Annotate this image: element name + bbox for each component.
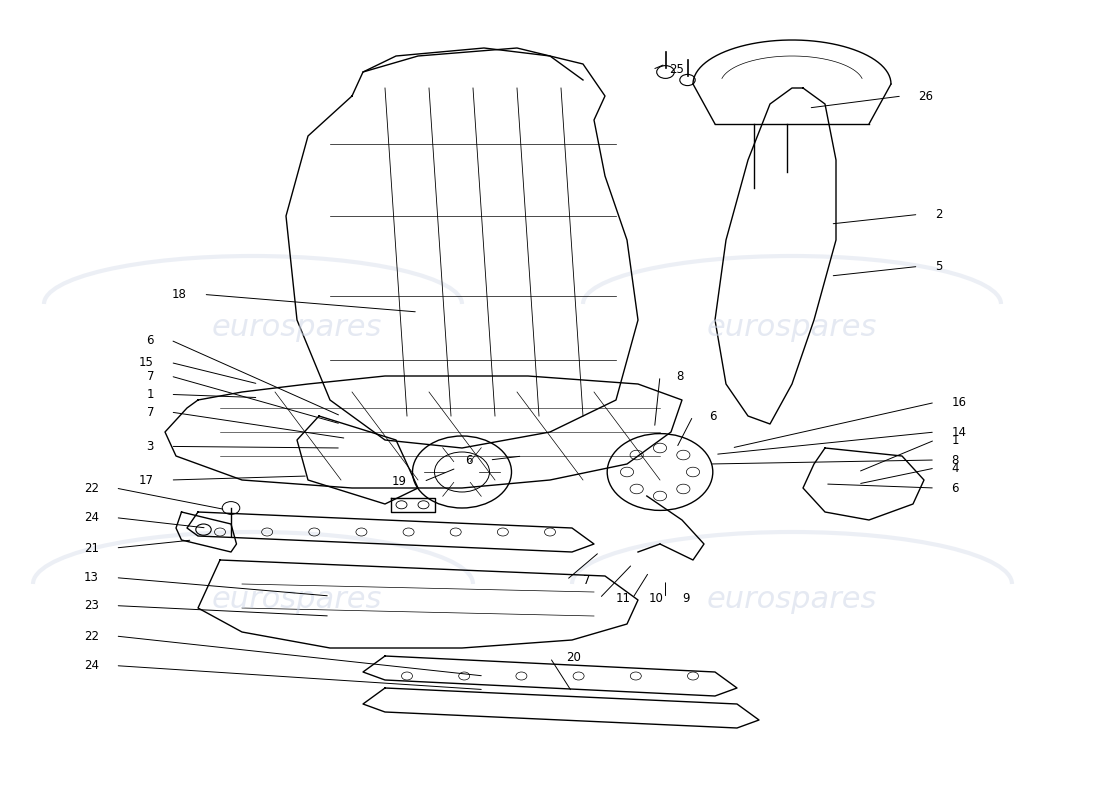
Text: 7: 7 xyxy=(583,574,591,586)
Text: 16: 16 xyxy=(952,396,967,409)
Text: 8: 8 xyxy=(952,454,959,466)
Text: 25: 25 xyxy=(669,63,684,76)
Text: 6: 6 xyxy=(952,482,959,494)
Text: eurospares: eurospares xyxy=(212,314,382,342)
Text: eurospares: eurospares xyxy=(707,586,877,614)
Text: 20: 20 xyxy=(566,651,582,664)
Text: 6: 6 xyxy=(465,454,473,466)
Text: 22: 22 xyxy=(84,482,99,494)
Text: 24: 24 xyxy=(84,659,99,672)
Text: 6: 6 xyxy=(146,334,154,346)
Text: 8: 8 xyxy=(676,370,684,382)
Text: 5: 5 xyxy=(935,260,943,273)
Text: 3: 3 xyxy=(146,440,154,453)
Text: 1: 1 xyxy=(952,434,959,446)
Text: 18: 18 xyxy=(172,288,187,301)
Text: eurospares: eurospares xyxy=(707,314,877,342)
Text: 23: 23 xyxy=(84,599,99,612)
Text: 11: 11 xyxy=(616,592,631,605)
Text: 24: 24 xyxy=(84,511,99,524)
Text: 21: 21 xyxy=(84,542,99,554)
Text: 9: 9 xyxy=(682,592,690,605)
Text: 7: 7 xyxy=(146,370,154,382)
Text: 19: 19 xyxy=(392,475,407,488)
Text: 1: 1 xyxy=(146,388,154,401)
Text: 13: 13 xyxy=(84,571,99,584)
Text: 22: 22 xyxy=(84,630,99,642)
Text: 4: 4 xyxy=(952,462,959,474)
Text: eurospares: eurospares xyxy=(212,586,382,614)
Text: 2: 2 xyxy=(935,208,943,221)
Text: 14: 14 xyxy=(952,426,967,438)
Text: 6: 6 xyxy=(710,410,717,422)
Text: 7: 7 xyxy=(146,406,154,418)
Text: 15: 15 xyxy=(139,356,154,369)
Text: 17: 17 xyxy=(139,474,154,486)
Text: 26: 26 xyxy=(918,90,934,102)
Text: 10: 10 xyxy=(649,592,664,605)
